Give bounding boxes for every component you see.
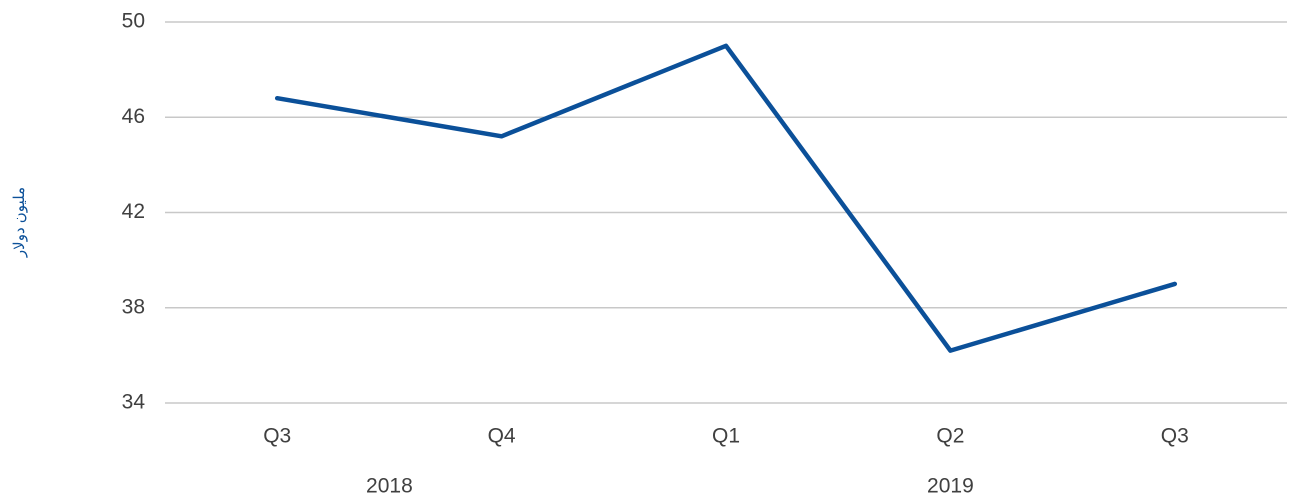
y-axis-label: مليون دولار	[11, 187, 28, 258]
x-group-label: 2019	[927, 475, 974, 498]
x-tick-label: Q3	[1161, 425, 1189, 448]
x-group-label: 2018	[366, 475, 413, 498]
x-tick-label: Q1	[712, 425, 740, 448]
x-tick-label: Q4	[488, 425, 516, 448]
y-tick-label: 34	[122, 391, 146, 414]
y-tick-label: 46	[122, 105, 145, 128]
y-tick-label: 38	[122, 295, 145, 318]
x-tick-label: Q3	[263, 425, 291, 448]
y-tick-label: 50	[122, 10, 145, 33]
line	[274, 43, 1178, 353]
x-tick-label: Q2	[936, 425, 964, 448]
y-tick-label: 42	[122, 200, 145, 223]
